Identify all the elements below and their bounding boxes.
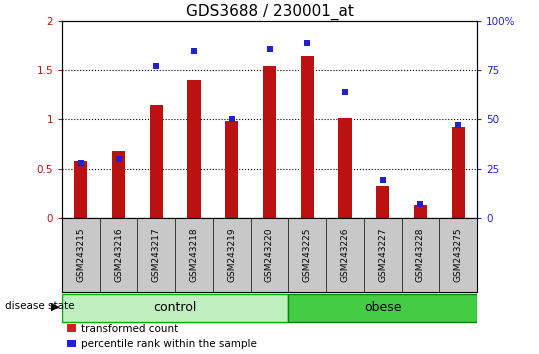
Point (454, 122, 462, 128)
Text: GSM243217: GSM243217 (152, 228, 161, 282)
Point (114, 156, 123, 161)
Legend: transformed count, percentile rank within the sample: transformed count, percentile rank withi… (67, 324, 257, 349)
Point (190, 48, 198, 53)
Bar (112, 151, 125, 218)
Text: ▶: ▶ (51, 301, 59, 312)
Text: GSM243216: GSM243216 (114, 228, 123, 282)
Text: control: control (154, 301, 197, 314)
Point (152, 64, 161, 69)
Point (378, 178, 387, 183)
Text: GSM243228: GSM243228 (416, 228, 425, 282)
Bar (62, 294, 288, 322)
Point (77, 160, 85, 166)
Point (341, 89, 349, 95)
Point (303, 40, 312, 46)
Point (227, 116, 236, 122)
Bar (301, 56, 314, 218)
Text: GSM243227: GSM243227 (378, 228, 387, 282)
Bar (338, 118, 351, 218)
Text: GSM243275: GSM243275 (454, 228, 462, 282)
Text: GSM243226: GSM243226 (341, 228, 349, 282)
Bar (414, 205, 427, 218)
Text: GSM243219: GSM243219 (227, 228, 236, 282)
Bar (288, 294, 477, 322)
Point (265, 46, 274, 52)
Text: obese: obese (364, 301, 402, 314)
Text: GSM243220: GSM243220 (265, 228, 274, 282)
Point (416, 201, 425, 207)
Bar (188, 80, 201, 218)
Bar (452, 127, 465, 218)
Text: disease state: disease state (5, 301, 75, 312)
Bar (263, 67, 276, 218)
Text: GSM243225: GSM243225 (303, 228, 312, 282)
Bar (225, 121, 238, 218)
Text: GSM243218: GSM243218 (190, 228, 198, 282)
Bar (150, 105, 163, 218)
Text: GSM243215: GSM243215 (77, 228, 85, 282)
Bar (376, 186, 389, 218)
Bar (74, 161, 87, 218)
Title: GDS3688 / 230001_at: GDS3688 / 230001_at (185, 4, 354, 20)
